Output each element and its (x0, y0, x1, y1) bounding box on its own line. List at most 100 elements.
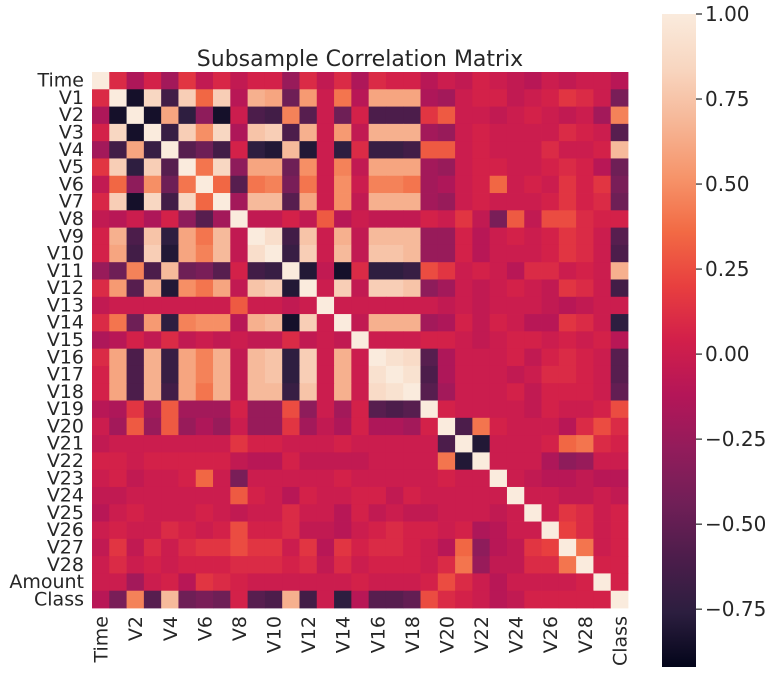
heatmap-cell-V12-V23 (489, 279, 508, 298)
heatmap-cell-V19-V21 (455, 400, 473, 419)
heatmap-cell-V27-V9 (247, 538, 266, 557)
heatmap-cell-V28-V12 (299, 556, 318, 574)
heatmap-cell-V15-V1 (109, 331, 127, 350)
heatmap-cell-V21-V16 (368, 435, 387, 453)
heatmap-cell-V12-V22 (472, 279, 491, 298)
heatmap-cell-V14-V27 (558, 314, 577, 332)
heatmap-cell-V4-V1 (109, 141, 127, 159)
heatmap-cell-V4-V7 (213, 141, 231, 159)
heatmap-cell-V12-Time (92, 279, 110, 298)
heatmap-cell-V27-V8 (230, 538, 249, 557)
heatmap-cell-V27-Amount (593, 538, 612, 557)
colorbar-tick-label: −0.75 (705, 597, 766, 621)
heatmap-cell-V19-V11 (282, 400, 300, 419)
heatmap-cell-V17-V19 (420, 365, 439, 384)
heatmap-cell-V4-V13 (316, 141, 335, 159)
heatmap-cell-V3-V21 (455, 123, 473, 142)
heatmap-cell-V13-V5 (178, 296, 197, 315)
heatmap-cell-V4-V11 (282, 141, 300, 159)
heatmap-cell-V7-V3 (143, 193, 162, 211)
heatmap-cell-V9-V11 (282, 227, 300, 246)
heatmap-cell-V12-V4 (161, 279, 179, 298)
heatmap-cell-Time-V25 (524, 72, 542, 90)
heatmap-cell-V19-V10 (264, 400, 283, 419)
heatmap-cell-V25-V25 (524, 504, 542, 522)
heatmap-cell-V16-V14 (334, 348, 352, 367)
heatmap-cell-V14-V6 (195, 314, 214, 332)
heatmap-cell-V14-Time (92, 314, 110, 332)
heatmap-cell-V15-V8 (230, 331, 249, 350)
heatmap-cell-V28-V21 (455, 556, 473, 574)
heatmap-cell-V20-V11 (282, 417, 300, 436)
heatmap-cell-V13-V6 (195, 296, 214, 315)
heatmap-cell-V13-V22 (472, 296, 491, 315)
heatmap-cell-Class-V27 (558, 590, 577, 609)
heatmap-cell-V22-V5 (178, 452, 197, 471)
heatmap-cell-Class-V9 (247, 590, 266, 609)
heatmap-cell-V6-V20 (437, 175, 456, 194)
heatmap-cell-V25-V24 (506, 504, 525, 522)
heatmap-cell-V18-V27 (558, 383, 577, 401)
heatmap-cell-V6-V15 (351, 175, 370, 194)
heatmap-cell-V25-V7 (213, 504, 231, 522)
heatmap-cell-V11-V25 (524, 262, 542, 280)
heatmap-cell-V15-V26 (541, 331, 560, 350)
heatmap-cell-V12-V27 (558, 279, 577, 298)
heatmap-cell-V26-V3 (143, 521, 162, 540)
heatmap-cell-V5-V7 (213, 158, 231, 177)
heatmap-cell-V17-V6 (195, 365, 214, 384)
heatmap-cell-Class-V10 (264, 590, 283, 609)
heatmap-cell-V25-V20 (437, 504, 456, 522)
heatmap-cell-V22-Time (92, 452, 110, 471)
heatmap-cell-V21-V15 (351, 435, 370, 453)
heatmap-cell-V11-V12 (299, 262, 318, 280)
heatmap-cell-V4-V3 (143, 141, 162, 159)
heatmap-cell-V18-V5 (178, 383, 197, 401)
heatmap-cell-V25-V21 (455, 504, 473, 522)
heatmap-cell-Amount-V7 (213, 573, 231, 592)
heatmap-cell-V8-Class (610, 210, 629, 229)
heatmap-cell-V18-V19 (420, 383, 439, 401)
heatmap-cell-V1-V20 (437, 89, 456, 107)
heatmap-cell-V14-V28 (576, 314, 594, 332)
heatmap-cell-V5-V11 (282, 158, 300, 177)
heatmap-cell-V16-Time (92, 348, 110, 367)
heatmap-cell-V14-V1 (109, 314, 127, 332)
heatmap-cell-V10-V20 (437, 244, 456, 263)
heatmap-cell-V23-V1 (109, 469, 127, 488)
heatmap-cell-V18-V18 (403, 383, 421, 401)
heatmap-cell-V21-V28 (576, 435, 594, 453)
heatmap-cell-V12-V14 (334, 279, 352, 298)
heatmap-cell-V20-V4 (161, 417, 179, 436)
heatmap-cell-V12-V17 (385, 279, 404, 298)
heatmap-cell-V8-V14 (334, 210, 352, 229)
heatmap-cell-V14-V23 (489, 314, 508, 332)
heatmap-cell-V3-V9 (247, 123, 266, 142)
heatmap-cell-V9-V20 (437, 227, 456, 246)
heatmap-cell-V14-V8 (230, 314, 249, 332)
x-tick-label-V8: V8 (229, 616, 251, 641)
heatmap-cell-V20-V16 (368, 417, 387, 436)
heatmap-cell-V18-V1 (109, 383, 127, 401)
heatmap-cell-V25-V11 (282, 504, 300, 522)
heatmap-cell-V13-V25 (524, 296, 542, 315)
heatmap-cell-V24-V6 (195, 486, 214, 505)
heatmap-cell-V10-V17 (385, 244, 404, 263)
heatmap-cell-V8-V8 (230, 210, 249, 229)
heatmap-cell-V13-V12 (299, 296, 318, 315)
heatmap-cell-V8-V7 (213, 210, 231, 229)
x-tick-label-V4: V4 (160, 616, 182, 641)
heatmap-cell-V14-Class (610, 314, 629, 332)
heatmap-cell-V4-V6 (195, 141, 214, 159)
heatmap-cell-V25-V28 (576, 504, 594, 522)
heatmap-cell-V10-Amount (593, 244, 612, 263)
heatmap-cell-V27-V7 (213, 538, 231, 557)
heatmap-cell-V11-V1 (109, 262, 127, 280)
heatmap-cell-V25-V22 (472, 504, 491, 522)
heatmap-cell-V25-V12 (299, 504, 318, 522)
heatmap-cell-V4-Class (610, 141, 629, 159)
heatmap-cell-V10-V25 (524, 244, 542, 263)
heatmap-cell-V8-V13 (316, 210, 335, 229)
heatmap-cell-V18-V17 (385, 383, 404, 401)
